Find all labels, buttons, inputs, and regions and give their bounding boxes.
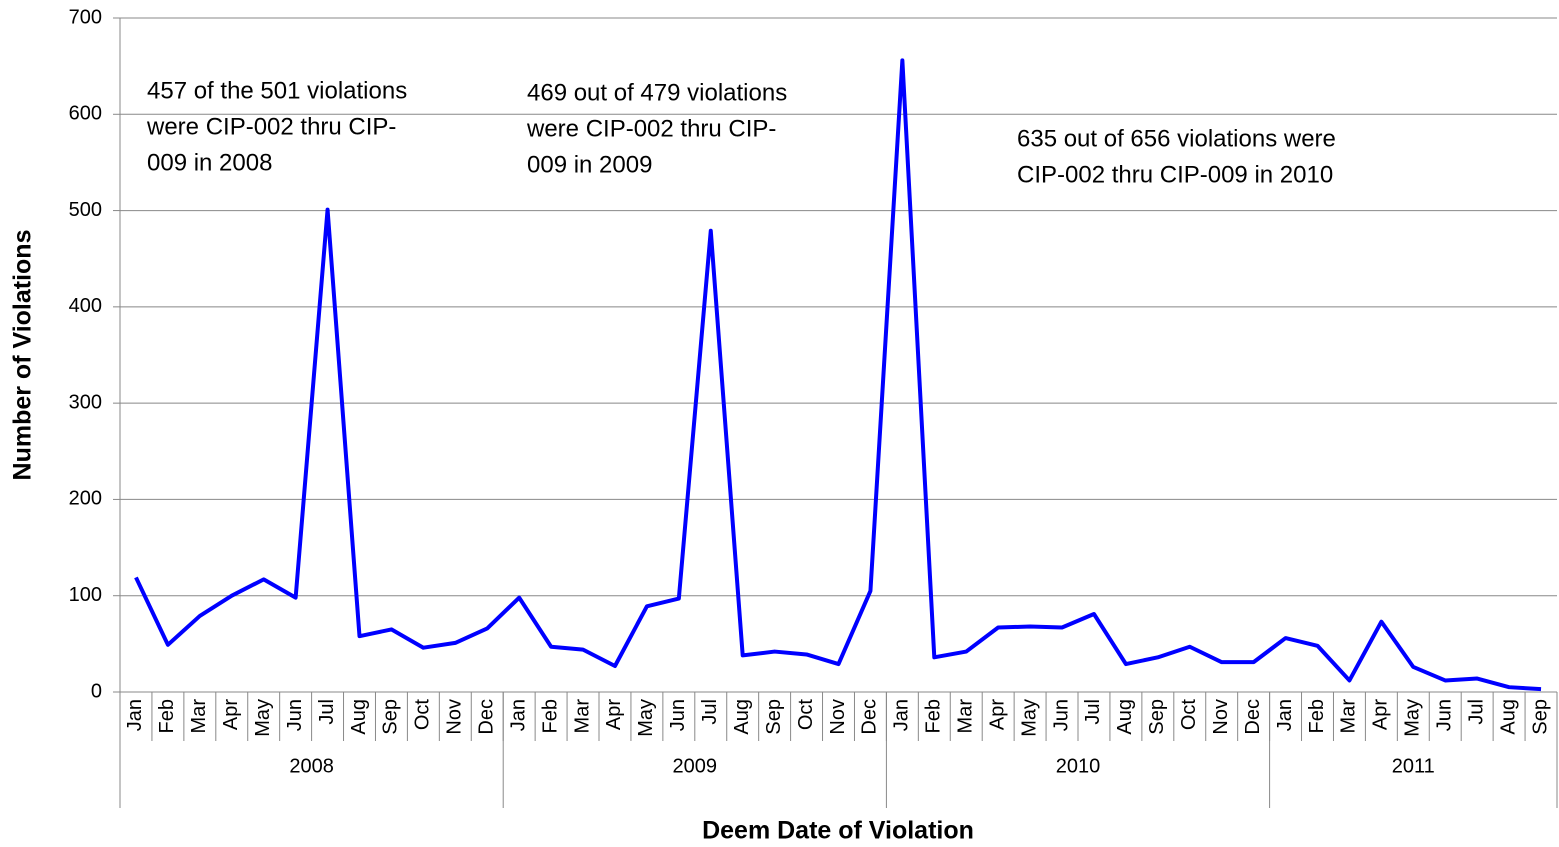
x-tick-label: Apr <box>986 699 1008 730</box>
x-tick-label: Nov <box>444 699 466 735</box>
y-tick-label: 300 <box>69 391 102 413</box>
x-tick-label: Jul <box>316 699 338 725</box>
series-line <box>134 58 1542 692</box>
x-tick-label: May <box>635 699 657 737</box>
x-tick-label: Sep <box>1146 699 1168 735</box>
x-tick-label: Dec <box>476 699 498 735</box>
x-tick-label: Jun <box>667 699 689 731</box>
x-tick-label: Jun <box>284 699 306 731</box>
y-tick-label: 0 <box>91 680 102 702</box>
x-tick-label: Mar <box>571 699 593 734</box>
x-tick-label: Apr <box>603 699 625 730</box>
x-tick-label: Jul <box>699 699 721 725</box>
year-label: 2009 <box>673 755 718 777</box>
annotation: 469 out of 479 violations <box>527 79 787 106</box>
y-axis-title: Number of Violations <box>9 230 37 481</box>
y-tick-label: 100 <box>69 584 102 606</box>
annotation: 635 out of 656 violations were <box>1017 125 1336 152</box>
annotation: were CIP-002 thru CIP- <box>526 115 776 142</box>
x-tick-label: Oct <box>795 699 817 731</box>
x-tick-label: Apr <box>1370 699 1392 730</box>
annotation: were CIP-002 thru CIP- <box>146 113 396 140</box>
x-tick-label: Aug <box>348 699 370 735</box>
x-tick-label: Aug <box>731 699 753 735</box>
x-tick-label: Jul <box>1082 699 1104 725</box>
annotation: 009 in 2008 <box>147 149 272 176</box>
x-tick-label: May <box>1402 699 1424 737</box>
x-tick-label: Mar <box>1338 699 1360 734</box>
x-tick-label: Aug <box>1114 699 1136 735</box>
x-tick-label: Apr <box>220 699 242 730</box>
x-tick-label: May <box>1018 699 1040 737</box>
x-axis-title: Deem Date of Violation <box>702 817 974 845</box>
x-tick-label: Mar <box>955 699 977 734</box>
x-tick-label: Jun <box>1050 699 1072 731</box>
x-tick-label: Dec <box>1242 699 1264 735</box>
year-label: 2011 <box>1392 755 1435 777</box>
x-tick-label: Sep <box>763 699 785 735</box>
x-tick-label: Mar <box>188 699 210 734</box>
x-tick-label: Aug <box>1497 699 1519 735</box>
annotation: 009 in 2009 <box>527 151 652 178</box>
x-tick-label: Dec <box>859 699 881 735</box>
x-tick-label: Nov <box>827 699 849 735</box>
x-tick-label: Jul <box>1465 699 1487 725</box>
x-tick-label: Jun <box>1434 699 1456 731</box>
annotation: 457 of the 501 violations <box>147 77 407 104</box>
y-tick-label: 500 <box>69 199 102 221</box>
x-tick-label: Jan <box>507 699 529 731</box>
y-tick-label: 600 <box>69 103 102 125</box>
x-tick-label: Feb <box>156 699 178 733</box>
year-label: 2008 <box>289 755 334 777</box>
x-tick-label: Oct <box>1178 699 1200 731</box>
x-tick-label: Sep <box>1529 699 1551 735</box>
x-tick-label: Jan <box>891 699 913 731</box>
year-label: 2010 <box>1056 755 1101 777</box>
y-tick-label: 400 <box>69 295 102 317</box>
x-tick-label: Sep <box>380 699 402 735</box>
y-tick-label: 700 <box>69 6 102 28</box>
x-tick-label: Feb <box>539 699 561 733</box>
x-tick-label: Nov <box>1210 699 1232 735</box>
x-tick-label: Oct <box>412 699 434 731</box>
x-tick-label: Jan <box>124 699 146 731</box>
y-tick-label: 200 <box>69 488 102 510</box>
x-tick-label: Feb <box>1306 699 1328 733</box>
x-tick-label: May <box>252 699 274 737</box>
x-tick-label: Jan <box>1274 699 1296 731</box>
annotation: CIP-002 thru CIP-009 in 2010 <box>1017 161 1333 188</box>
x-tick-label: Feb <box>923 699 945 733</box>
